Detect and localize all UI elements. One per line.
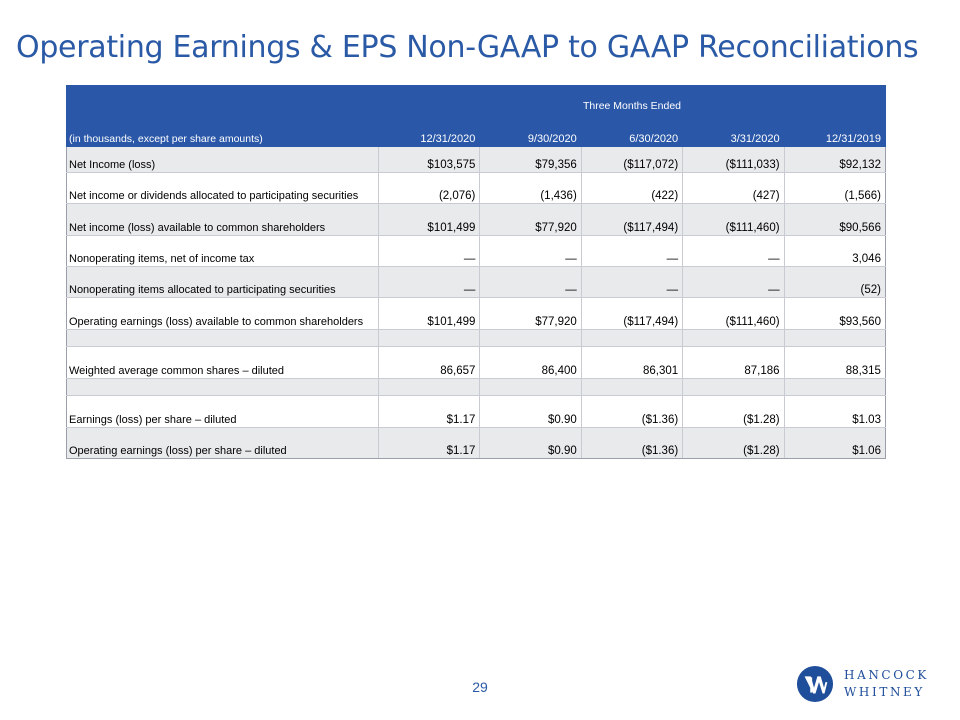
group-header: Three Months Ended xyxy=(378,85,886,115)
row-value: ($1.36) xyxy=(580,395,683,428)
row-value: — xyxy=(377,235,480,267)
row-value: $93,560 xyxy=(783,297,886,330)
row-value: — xyxy=(580,235,683,267)
row-value: 86,301 xyxy=(580,346,683,379)
period-header: 6/30/2020 xyxy=(580,115,684,147)
row-value: — xyxy=(479,266,582,298)
table-row: Net income or dividends allocated to par… xyxy=(66,172,886,204)
row-label: Weighted average common shares – diluted xyxy=(66,346,379,379)
row-value: ($117,494) xyxy=(580,203,683,236)
row-value xyxy=(377,329,480,347)
table-row-spacer xyxy=(66,329,886,347)
row-value: (1,566) xyxy=(783,172,886,204)
row-label xyxy=(66,378,379,396)
row-value: ($117,072) xyxy=(580,147,683,173)
row-value: $1.17 xyxy=(377,395,480,428)
table-row-spacer xyxy=(66,378,886,396)
row-value: $101,499 xyxy=(377,297,480,330)
table-row: Nonoperating items, net of income tax — … xyxy=(66,235,886,267)
table-row: Operating earnings (loss) available to c… xyxy=(66,297,886,330)
row-value: 3,046 xyxy=(783,235,886,267)
table-row: Earnings (loss) per share – diluted $1.1… xyxy=(66,395,886,428)
reconciliation-table: Three Months Ended (in thousands, except… xyxy=(66,85,886,459)
logo-text-line1: HANCOCK xyxy=(844,668,929,682)
label-column-header: (in thousands, except per share amounts) xyxy=(66,115,379,147)
row-value: $92,132 xyxy=(783,147,886,173)
row-value: $77,920 xyxy=(479,297,582,330)
period-header: 9/30/2020 xyxy=(479,115,582,147)
row-value xyxy=(479,378,582,396)
row-value: (427) xyxy=(682,172,785,204)
row-value: $101,499 xyxy=(377,203,480,236)
row-value: (1,436) xyxy=(479,172,582,204)
table-row: Net Income (loss) $103,575 $79,356 ($117… xyxy=(66,147,886,173)
row-value: ($1.36) xyxy=(580,427,683,459)
row-value xyxy=(580,378,683,396)
period-header: 3/31/2020 xyxy=(682,115,785,147)
table-header-group-row: Three Months Ended xyxy=(66,85,886,115)
row-label xyxy=(66,329,379,347)
row-value: $1.06 xyxy=(783,427,886,459)
logo-text-line2: WHITNEY xyxy=(844,685,925,699)
row-label: Earnings (loss) per share – diluted xyxy=(66,395,379,428)
row-value: (52) xyxy=(783,266,886,298)
page-number: 29 xyxy=(472,679,488,695)
row-value: — xyxy=(377,266,480,298)
row-label: Net income or dividends allocated to par… xyxy=(66,172,379,204)
row-label: Operating earnings (loss) per share – di… xyxy=(66,427,379,459)
table-header-row: (in thousands, except per share amounts)… xyxy=(66,115,886,147)
row-value: $1.17 xyxy=(377,427,480,459)
header-blank-cell xyxy=(66,85,379,115)
page-title: Operating Earnings & EPS Non-GAAP to GAA… xyxy=(16,30,919,65)
period-header: 12/31/2019 xyxy=(783,115,886,147)
row-value xyxy=(783,329,886,347)
table-row: Operating earnings (loss) per share – di… xyxy=(66,427,886,459)
period-header: 12/31/2020 xyxy=(377,115,481,147)
row-label: Net Income (loss) xyxy=(66,147,379,173)
row-label: Net income (loss) available to common sh… xyxy=(66,203,379,236)
row-label: Nonoperating items, net of income tax xyxy=(66,235,379,267)
row-value: $1.03 xyxy=(783,395,886,428)
row-value: ($1.28) xyxy=(682,395,785,428)
row-value xyxy=(682,378,785,396)
row-value: ($111,033) xyxy=(682,147,785,173)
row-value xyxy=(377,378,480,396)
row-value xyxy=(580,329,683,347)
row-value: $0.90 xyxy=(479,395,582,428)
row-value xyxy=(783,378,886,396)
row-value: 86,657 xyxy=(377,346,480,379)
row-value: 86,400 xyxy=(479,346,582,379)
row-value: — xyxy=(682,235,785,267)
table-row: Net income (loss) available to common sh… xyxy=(66,203,886,236)
row-value: $103,575 xyxy=(377,147,480,173)
row-label: Nonoperating items allocated to particip… xyxy=(66,266,379,298)
row-value: ($117,494) xyxy=(580,297,683,330)
row-value: $77,920 xyxy=(479,203,582,236)
row-value: — xyxy=(479,235,582,267)
row-value: 87,186 xyxy=(682,346,785,379)
row-value: $79,356 xyxy=(479,147,582,173)
row-value xyxy=(479,329,582,347)
row-value: (2,076) xyxy=(377,172,480,204)
row-value: ($111,460) xyxy=(682,297,785,330)
row-value: ($111,460) xyxy=(682,203,785,236)
company-logo: HANCOCK WHITNEY xyxy=(796,663,936,707)
table-row: Nonoperating items allocated to particip… xyxy=(66,266,886,298)
row-value: — xyxy=(682,266,785,298)
row-value xyxy=(682,329,785,347)
logo-emblem-icon xyxy=(796,665,834,703)
row-value: $90,566 xyxy=(783,203,886,236)
table-row: Weighted average common shares – diluted… xyxy=(66,346,886,379)
row-value: 88,315 xyxy=(783,346,886,379)
row-value: — xyxy=(580,266,683,298)
row-value: (422) xyxy=(580,172,683,204)
row-value: $0.90 xyxy=(479,427,582,459)
row-label: Operating earnings (loss) available to c… xyxy=(66,297,379,330)
row-value: ($1.28) xyxy=(682,427,785,459)
